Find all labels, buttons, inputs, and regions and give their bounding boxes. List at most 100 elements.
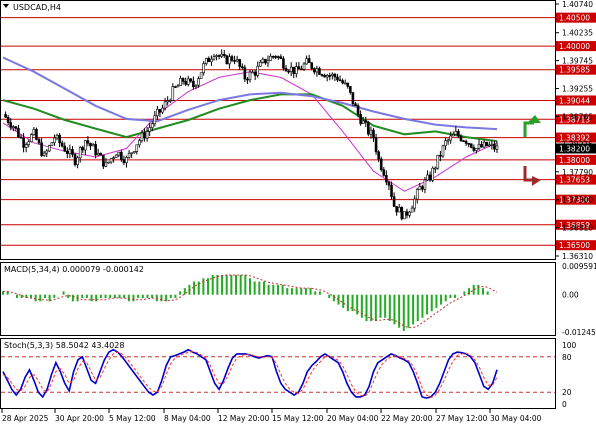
candle-body xyxy=(22,137,25,148)
candle-body xyxy=(282,58,285,69)
price-tick-label: 1.38275 xyxy=(562,140,593,149)
candle-body xyxy=(192,80,195,88)
candle-body xyxy=(235,59,239,62)
candle-body xyxy=(66,150,69,154)
price-tick-label: 1.39255 xyxy=(562,84,593,93)
candle-body xyxy=(161,107,164,113)
level-label-bg xyxy=(556,194,596,205)
candle-body xyxy=(400,206,404,220)
dropdown-triangle-icon[interactable] xyxy=(3,4,9,8)
candle-body xyxy=(410,207,414,213)
stoch-tick-label: 20 xyxy=(562,388,572,397)
price-tick-label: 1.36310 xyxy=(562,252,593,261)
candle-body xyxy=(253,71,257,76)
candle-body xyxy=(338,79,342,82)
candle-body xyxy=(238,59,242,67)
time-tick-label: 30 Apr 20:00 xyxy=(55,414,104,423)
candle-body xyxy=(30,134,33,143)
candle-body xyxy=(462,140,465,143)
time-tick-label: 27 May 12:00 xyxy=(436,414,488,423)
candle-body xyxy=(94,144,97,156)
candle-body xyxy=(163,101,167,109)
candle-body xyxy=(256,65,260,76)
down-arrow-icon xyxy=(523,166,541,186)
candle-body xyxy=(439,154,442,157)
macd-tick-label: -0.012455 xyxy=(562,328,596,337)
candle-body xyxy=(204,58,208,64)
candle-body xyxy=(431,167,434,181)
candle-body xyxy=(271,56,275,58)
candle-body xyxy=(112,157,115,159)
time-tick-label: 30 May 04:00 xyxy=(490,414,542,423)
stoch-k-line xyxy=(2,348,498,399)
candle-body xyxy=(307,58,311,64)
candle-body xyxy=(490,143,494,146)
candle-body xyxy=(222,53,226,57)
candle-body xyxy=(156,109,159,116)
candle-body xyxy=(4,114,7,118)
candle-body xyxy=(349,86,352,93)
candle-body xyxy=(385,175,388,183)
candle-body xyxy=(189,78,193,82)
macd-tick-label: 0.009591 xyxy=(562,262,596,271)
candle-body xyxy=(48,145,51,152)
candle-body xyxy=(464,140,468,144)
candle-body xyxy=(295,66,298,74)
candle-body xyxy=(117,151,121,156)
candle-body xyxy=(305,58,308,65)
symbol-text: USDCAD,H4 xyxy=(13,3,61,12)
stochastic-lines: 100 80 20 0 xyxy=(1,341,577,409)
stoch-tick-label: 100 xyxy=(562,341,577,350)
candle-body xyxy=(264,58,267,64)
level-label-bg xyxy=(556,41,596,52)
candle-body xyxy=(403,211,406,220)
candle-body xyxy=(135,144,139,152)
candle-body xyxy=(96,152,100,156)
candle-body xyxy=(323,75,326,78)
candle-body xyxy=(158,109,162,113)
candle-body xyxy=(397,206,401,213)
candle-body xyxy=(53,137,56,143)
candle-body xyxy=(266,60,270,64)
candle-body xyxy=(240,66,244,68)
candle-body xyxy=(258,61,262,67)
candle-body xyxy=(441,145,445,157)
candle-body xyxy=(145,131,149,139)
candle-body xyxy=(315,68,319,73)
time-tick-label: 12 May 20:00 xyxy=(218,414,270,423)
candle-body xyxy=(197,78,200,86)
candle-body xyxy=(230,56,234,61)
candle-body xyxy=(444,140,447,147)
time-tick-label: 5 May 12:00 xyxy=(109,414,156,423)
candle-body xyxy=(14,126,18,129)
candle-body xyxy=(390,184,393,197)
stoch-tick-label: 0 xyxy=(562,400,567,409)
candle-body xyxy=(446,139,450,142)
candle-body xyxy=(58,134,61,144)
candle-body xyxy=(42,152,46,156)
time-tick-label: 22 May 20:00 xyxy=(381,414,433,423)
candle-body xyxy=(153,115,157,125)
level-label-bg xyxy=(556,114,596,125)
level-label: 1.36859 xyxy=(559,221,590,230)
candle-body xyxy=(493,143,496,150)
level-label: 1.37653 xyxy=(559,176,590,185)
level-label-bg xyxy=(556,219,596,230)
candle-body xyxy=(369,129,373,135)
symbol-label[interactable]: USDCAD,H4 xyxy=(3,3,61,12)
candle-body xyxy=(346,82,350,87)
candle-body xyxy=(379,158,383,171)
level-label: 1.39585 xyxy=(559,66,590,75)
candle-body xyxy=(467,143,470,145)
candle-body xyxy=(107,161,110,164)
price-tick-label: 1.40740 xyxy=(562,0,593,9)
candle-body xyxy=(207,58,211,63)
candle-body xyxy=(356,105,360,115)
candle-body xyxy=(487,144,491,147)
candle-body xyxy=(310,62,314,69)
candle-body xyxy=(220,53,223,57)
level-label: 1.37300 xyxy=(559,196,590,205)
price-tick-label: 1.38765 xyxy=(562,112,593,121)
candle-body xyxy=(426,174,429,181)
